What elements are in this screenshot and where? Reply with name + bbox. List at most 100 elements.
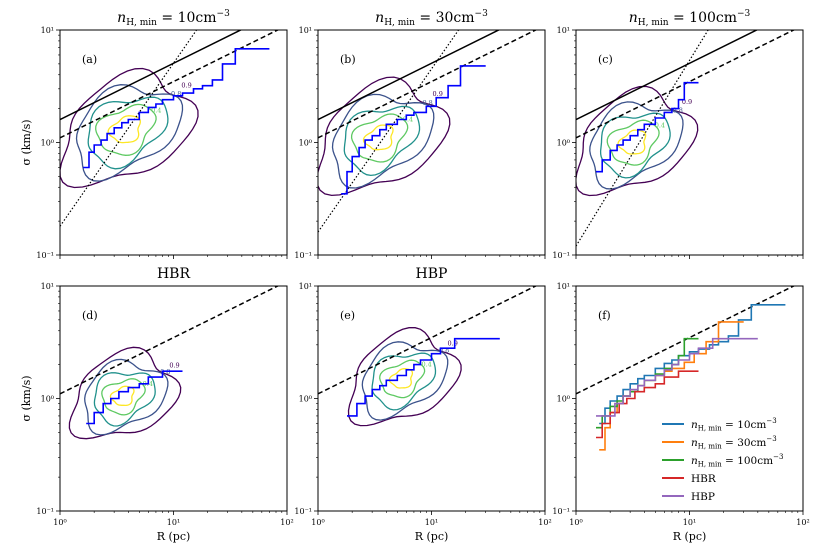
step-line-b (341, 65, 486, 195)
contour-label-a-4: 0.9 (181, 82, 191, 90)
panel-a: 0.4 0.80.9 10⁻¹ 10⁰ 10¹ σ (km/s) nH, min = 10c… (20, 9, 288, 260)
reference-line-solid-b (318, 30, 501, 121)
legend-entry-4: HBP (691, 491, 715, 503)
contour-d-2 (93, 372, 156, 427)
y-tick-label-b-1: 10⁰ (299, 139, 312, 148)
y-tick-label-f-1: 10⁰ (557, 395, 570, 404)
plot-area-f (576, 286, 796, 451)
reference-line-dotted-b (318, 30, 460, 233)
contour-label-c-3: 0.8 (673, 106, 683, 114)
legend-entry-0: nH, min = 10cm−3 (691, 417, 777, 433)
contour-e-1 (379, 359, 426, 399)
panel-title-b: nH, min = 30cm−3 (375, 9, 488, 28)
panel-title-d: HBR (157, 266, 190, 282)
step-line-e (347, 337, 500, 417)
panel-label-c: (c) (598, 53, 613, 66)
contour-label-a-3: 0.8 (171, 90, 181, 98)
reference-line-dashed-c (576, 30, 796, 139)
y-tick-label-a-2: 10¹ (41, 26, 54, 35)
plot-area-c: 0.4 0.80.9 (576, 30, 796, 247)
y-tick-label-d-2: 10¹ (41, 282, 54, 291)
contour-b-3 (331, 93, 435, 189)
panel-label-e: (e) (340, 309, 355, 322)
contour-c-4 (576, 85, 699, 197)
contour-b-0 (362, 124, 394, 151)
step-line-a (83, 48, 270, 169)
contour-d-0 (109, 385, 135, 407)
plot-area-e: 0.4 0.80.9 (318, 286, 538, 427)
x-tick-label-d-0: 10⁰ (53, 518, 66, 527)
x-axis-label-f: R (pc) (673, 530, 707, 543)
y-axis-label-a: σ (km/s) (20, 119, 33, 165)
panel-e: 0.4 0.80.9 10⁻¹ 10⁰ 10¹ 10⁰ 10¹ 10² R (pc) HBP (e) (294, 266, 551, 543)
y-tick-label-c-2: 10¹ (557, 26, 570, 35)
reference-line-solid-a (60, 30, 243, 121)
reference-line-dashed-e (318, 286, 538, 395)
y-tick-label-f-2: 10¹ (557, 282, 570, 291)
reference-line-dashed-d (60, 286, 280, 395)
x-tick-label-f-2: 10² (796, 518, 809, 527)
plot-area-a: 0.4 0.80.9 (60, 30, 280, 227)
y-tick-label-e-2: 10¹ (299, 282, 312, 291)
x-tick-label-d-1: 10¹ (167, 518, 180, 527)
contour-c-2 (599, 112, 671, 179)
contour-b-4 (318, 76, 451, 197)
x-axis-label-d: R (pc) (157, 530, 191, 543)
legend-entry-3: HBR (691, 473, 717, 485)
panel-c: 0.4 0.80.9 10⁻¹ 10⁰ 10¹ nH, min = 100cm−3 (c) (552, 9, 804, 260)
contour-e-4 (347, 327, 462, 427)
series-line-0 (599, 304, 786, 425)
x-tick-label-e-2: 10² (538, 518, 551, 527)
contour-c-0 (617, 129, 647, 155)
contour-b-1 (350, 113, 409, 163)
legend-entry-2: nH, min = 100cm−3 (691, 453, 783, 469)
x-tick-label-f-1: 10¹ (683, 518, 696, 527)
y-tick-label-e-1: 10⁰ (299, 395, 312, 404)
contour-a-0 (107, 115, 141, 144)
contour-label-b-4: 0.9 (433, 90, 443, 98)
contour-e-0 (388, 368, 414, 389)
legend-entry-1: nH, min = 30cm−3 (691, 435, 777, 451)
panel-f: 10⁻¹ 10⁰ 10¹ 10⁰ 10¹ 10² R (pc) (f) nH, min = 10… (552, 282, 809, 543)
y-tick-label-c-0: 10⁻¹ (552, 251, 570, 260)
panel-label-f: (f) (598, 309, 611, 322)
y-axis-label-d: σ (km/s) (20, 375, 33, 421)
y-tick-label-a-0: 10⁻¹ (36, 251, 54, 260)
y-tick-label-c-1: 10⁰ (557, 139, 570, 148)
y-tick-label-e-0: 10⁻¹ (294, 507, 312, 516)
contour-label-e-3: 0.8 (439, 347, 449, 355)
y-tick-label-d-1: 10⁰ (41, 395, 54, 404)
plot-area-d: 0.40.80.9 (60, 286, 280, 440)
contour-label-e-4: 0.9 (448, 339, 458, 347)
step-line-c (596, 81, 699, 173)
contour-a-3 (75, 84, 184, 182)
y-tick-label-b-2: 10¹ (299, 26, 312, 35)
reference-line-dotted-c (576, 30, 709, 247)
contour-d-3 (84, 358, 169, 436)
contour-label-e-1: 0.4 (421, 361, 431, 369)
panel-title-c: nH, min = 100cm−3 (629, 9, 751, 28)
panel-label-d: (d) (82, 309, 98, 322)
contour-a-4 (60, 67, 199, 189)
reference-line-dashed-f (576, 286, 796, 395)
plot-area-b: 0.4 0.80.9 (318, 30, 538, 233)
panel-title-a: nH, min = 10cm−3 (117, 9, 230, 28)
contour-e-2 (371, 352, 437, 411)
panel-label-a: (a) (82, 53, 97, 66)
contour-label-b-1: 0.4 (403, 115, 413, 123)
reference-line-dashed-b (318, 30, 538, 139)
panel-label-b: (b) (340, 53, 356, 66)
reference-line-dashed-a (60, 30, 280, 139)
contour-d-4 (68, 346, 182, 440)
x-tick-label-d-2: 10² (280, 518, 293, 527)
panel-d: 0.40.80.9 10⁻¹ 10⁰ 10¹ 10⁰ 10¹ 10² σ (km/s) R (p… (20, 266, 294, 543)
contour-label-b-3: 0.8 (422, 99, 432, 107)
contour-c-3 (589, 101, 684, 190)
y-tick-label-b-0: 10⁻¹ (294, 251, 312, 260)
contour-label-d-4: 0.9 (169, 361, 179, 369)
y-tick-label-a-1: 10⁰ (41, 139, 54, 148)
contour-e-3 (361, 341, 449, 421)
y-tick-label-f-0: 10⁻¹ (552, 507, 570, 516)
legend: nH, min = 10cm−3 nH, min = 30cm−3 nH, min … (662, 417, 783, 503)
series-line-2 (596, 337, 699, 429)
